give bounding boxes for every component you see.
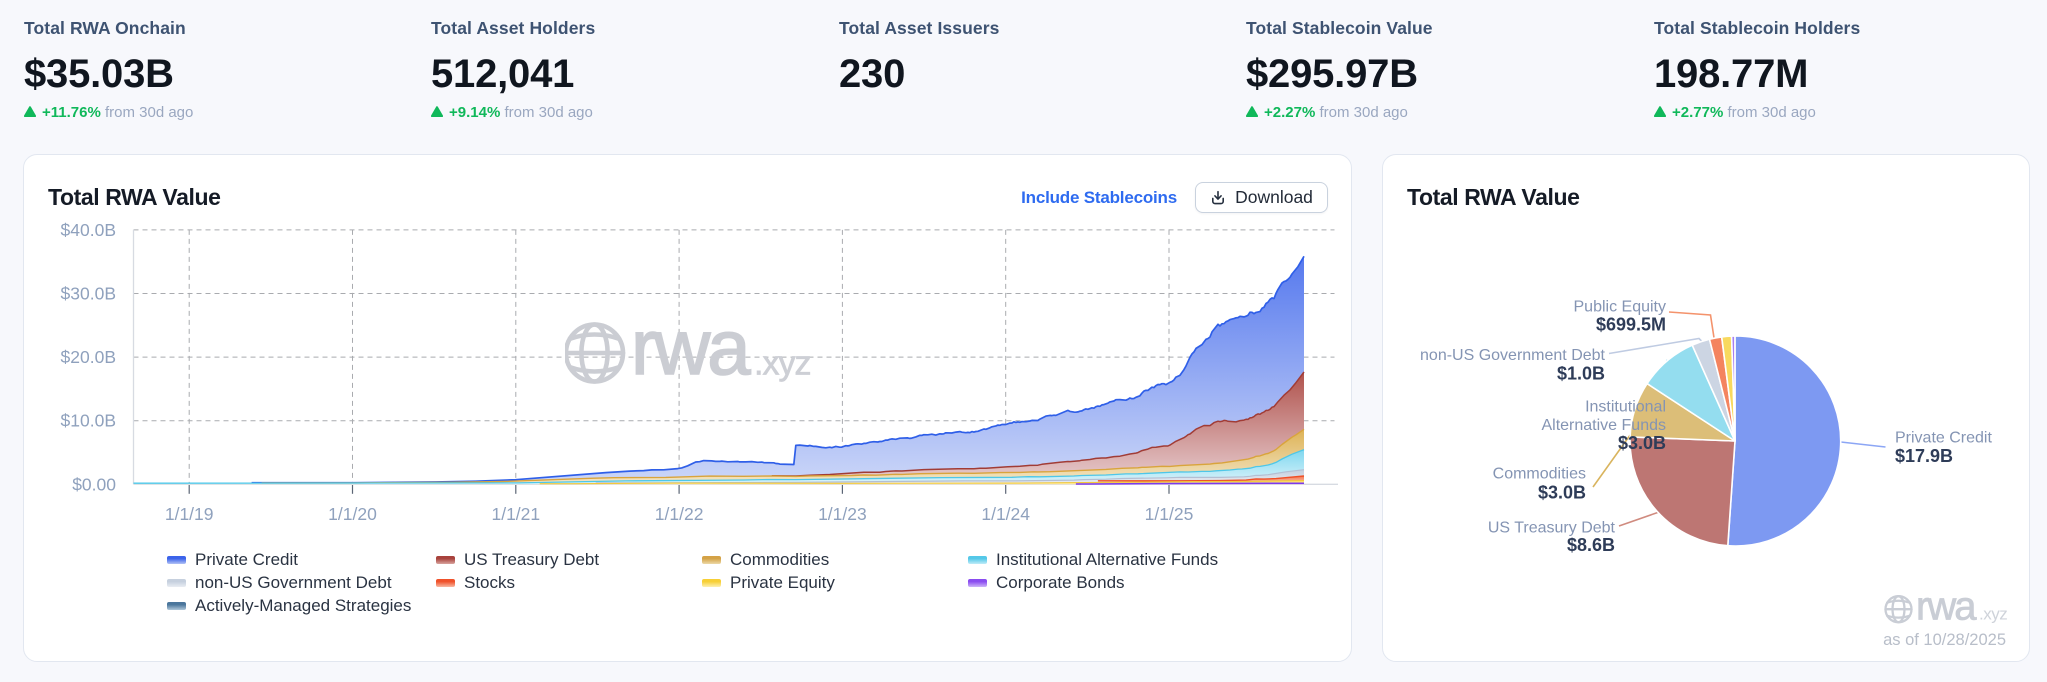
svg-text:$8.6B: $8.6B [1567, 535, 1615, 555]
svg-text:$17.9B: $17.9B [1895, 446, 1953, 466]
svg-text:rwa: rwa [631, 315, 751, 391]
svg-text:$10.0B: $10.0B [61, 411, 116, 431]
svg-text:Private Credit: Private Credit [1895, 429, 1992, 446]
svg-text:Commodities: Commodities [1493, 465, 1586, 482]
svg-text:1/1/24: 1/1/24 [981, 504, 1030, 524]
svg-text:1/1/25: 1/1/25 [1145, 504, 1194, 524]
svg-text:as of 10/28/2025: as of 10/28/2025 [1883, 631, 2006, 649]
svg-text:Public Equity: Public Equity [1574, 299, 1667, 316]
svg-text:$40.0B: $40.0B [61, 220, 116, 240]
svg-text:$20.0B: $20.0B [61, 347, 116, 367]
svg-text:Alternative Funds: Alternative Funds [1541, 417, 1666, 434]
svg-text:1/1/23: 1/1/23 [818, 504, 867, 524]
svg-text:$1.0B: $1.0B [1557, 363, 1605, 383]
svg-text:US Treasury Debt: US Treasury Debt [1488, 519, 1616, 536]
svg-text:Institutional: Institutional [1585, 399, 1666, 416]
svg-text:.xyz: .xyz [1979, 605, 2007, 624]
svg-text:$3.0B: $3.0B [1618, 433, 1666, 453]
svg-text:non-US Government Debt: non-US Government Debt [1420, 347, 1606, 364]
svg-text:$3.0B: $3.0B [1538, 483, 1586, 503]
svg-text:$30.0B: $30.0B [61, 284, 116, 304]
svg-text:rwa: rwa [1916, 585, 1977, 629]
svg-text:$699.5M: $699.5M [1596, 315, 1666, 335]
svg-text:1/1/19: 1/1/19 [165, 504, 214, 524]
svg-text:.xyz: .xyz [754, 345, 810, 383]
svg-text:1/1/21: 1/1/21 [491, 504, 540, 524]
svg-text:1/1/22: 1/1/22 [655, 504, 704, 524]
svg-text:1/1/20: 1/1/20 [328, 504, 377, 524]
svg-text:$0.00: $0.00 [72, 474, 116, 494]
